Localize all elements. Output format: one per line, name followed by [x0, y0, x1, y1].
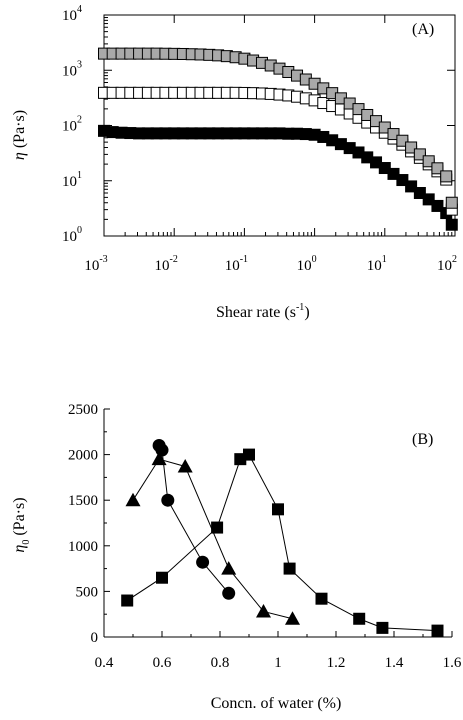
panel-b-y-tick-labels: 0 500 1000 1500 2000 2500: [68, 402, 98, 646]
data-point: [405, 180, 418, 193]
data-point: [161, 493, 175, 507]
data-point: [445, 196, 458, 209]
panel-a-y-axis-title: η (Pa·s): [11, 110, 28, 160]
panel-a-label: (A): [412, 21, 434, 38]
data-point: [156, 571, 168, 584]
panel-b-x-axis-title: Concn. of water (%): [211, 695, 342, 712]
y-tick-label: 104: [62, 4, 82, 24]
panel-a-x-axis-title: Shear rate (s-1): [216, 302, 310, 321]
panel-b-x-tick-labels: 0.4 0.6 0.8 1 1.2 1.4 1.6: [95, 655, 462, 671]
x-tick-label: 10-3: [84, 254, 107, 274]
data-point: [221, 561, 237, 575]
data-point: [283, 562, 296, 575]
x-tick-label: 100: [297, 254, 317, 274]
series-line: [132, 458, 293, 620]
data-point: [222, 586, 236, 600]
x-tick-label: 1: [274, 655, 282, 671]
y-tick-label: 1000: [68, 539, 98, 555]
x-tick-label: 102: [437, 254, 457, 274]
series-2: [98, 124, 458, 231]
data-point: [440, 170, 453, 183]
panel-b-y-axis-title: η0 (Pa·s): [11, 497, 32, 552]
y-tick-label: 1500: [68, 493, 98, 509]
data-point: [431, 199, 444, 212]
y-tick-label: 100: [62, 225, 82, 245]
data-point: [431, 624, 444, 637]
data-point: [422, 193, 435, 206]
series-line: [126, 453, 438, 632]
data-point: [376, 621, 389, 634]
data-point: [177, 458, 193, 473]
series-0: [98, 47, 458, 209]
x-tick-label: 1.4: [385, 655, 404, 671]
panel-a-y-tick-labels: 100 101 102 103 104: [62, 4, 82, 245]
x-tick-label: 10-2: [155, 254, 178, 274]
data-point: [387, 167, 400, 180]
data-point: [413, 148, 426, 161]
data-point: [243, 448, 255, 461]
data-point: [422, 155, 435, 168]
panel-a-series: [98, 47, 458, 231]
x-tick-label: 0.8: [211, 655, 230, 671]
panel-a-x-tick-labels: 10-3 10-2 10-1 100 101 102: [84, 254, 457, 274]
data-point: [431, 162, 444, 175]
series-1: [98, 86, 458, 216]
x-tick-label: 101: [367, 254, 387, 274]
data-point: [396, 174, 409, 187]
series-triangle: [125, 451, 300, 625]
data-point: [378, 121, 391, 134]
data-point: [256, 603, 271, 618]
x-tick-label: 0.4: [95, 655, 114, 671]
x-tick-label: 10-1: [225, 254, 248, 274]
y-tick-label: 102: [62, 115, 82, 135]
y-tick-label: 2500: [68, 402, 98, 418]
data-point: [155, 443, 169, 457]
series-square: [121, 448, 444, 637]
x-tick-label: 1.2: [327, 655, 346, 671]
data-point: [370, 115, 383, 128]
data-point: [272, 503, 284, 516]
data-point: [387, 128, 400, 141]
x-tick-label: 0.6: [153, 655, 172, 671]
panel-b-label: (B): [412, 431, 433, 448]
y-tick-label: 0: [91, 630, 99, 646]
data-point: [211, 521, 224, 534]
series-circle: [152, 438, 236, 600]
x-tick-label: 1.6: [443, 655, 462, 671]
data-point: [151, 451, 167, 466]
data-point: [125, 492, 141, 507]
panel-b: 0.4 0.6 0.8 1 1.2 1.4 1.6 0 500 1000 1500 2000 2500…: [11, 402, 462, 712]
y-tick-label: 2000: [68, 448, 98, 464]
data-point: [121, 594, 134, 607]
data-point: [445, 218, 458, 231]
data-point: [196, 555, 210, 569]
y-tick-label: 101: [62, 170, 82, 190]
data-point: [353, 612, 366, 625]
data-point: [285, 611, 300, 625]
data-point: [361, 108, 374, 121]
data-point: [315, 592, 328, 605]
y-tick-label: 500: [76, 584, 99, 600]
data-point: [396, 134, 409, 147]
panel-b-ticks: [103, 408, 453, 638]
data-point: [405, 141, 418, 154]
data-point: [413, 187, 426, 200]
panel-b-series: [121, 438, 444, 637]
panel-a: 10-3 10-2 10-1 100 101 102 100 101 102 103 104 (A…: [11, 4, 458, 321]
y-tick-label: 103: [62, 59, 82, 79]
